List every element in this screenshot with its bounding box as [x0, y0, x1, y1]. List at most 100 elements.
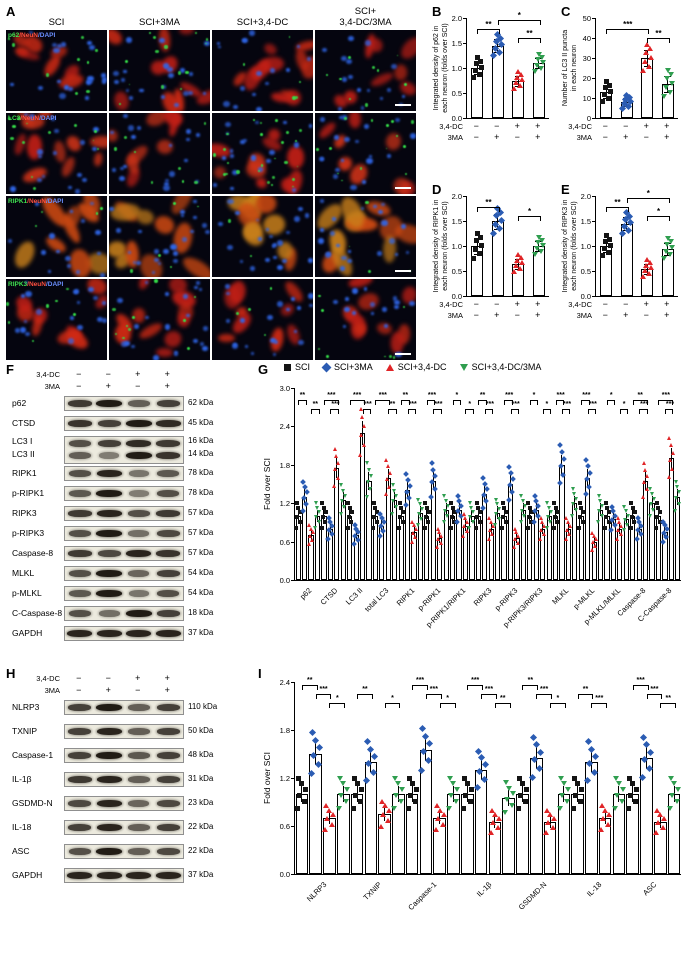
dapi-nucleus: [64, 255, 71, 262]
data-point: [488, 807, 495, 813]
data-point: [657, 811, 664, 817]
data-point: [358, 406, 363, 411]
data-point: [491, 811, 498, 817]
dapi-nucleus: [341, 76, 348, 82]
y-tick-label: 0.0: [279, 576, 290, 585]
data-point: [371, 752, 379, 760]
dapi-nucleus: [127, 250, 132, 255]
dapi-nucleus: [387, 88, 392, 92]
data-point: [296, 505, 301, 510]
significance-label: ***: [540, 686, 549, 693]
data-point: [552, 501, 557, 506]
data-point: [537, 65, 544, 71]
data-point: [646, 63, 653, 69]
significance-bracket: *: [329, 695, 346, 708]
y-tick-mark: [592, 118, 595, 119]
significance-bracket: ***: [484, 401, 494, 414]
x-category-label: IL-1β: [474, 880, 494, 899]
data-point: [557, 442, 564, 449]
image-channel-label: LC3/NeuN/DAPI: [8, 115, 56, 122]
data-point: [309, 729, 317, 737]
data-point: [572, 775, 578, 781]
treatment-sign: +: [105, 381, 111, 391]
dapi-nucleus: [173, 103, 179, 108]
marker-punctum: [371, 66, 375, 70]
significance-bracket: ***: [510, 401, 520, 414]
data-point: [570, 486, 575, 491]
dapi-nucleus: [183, 158, 188, 163]
y-tick-mark: [291, 682, 294, 683]
data-point: [306, 542, 311, 547]
marker-punctum: [160, 85, 164, 89]
marker-punctum: [410, 120, 415, 124]
y-tick-label: 1.0: [451, 242, 462, 251]
marker-punctum: [402, 144, 406, 148]
neuron-soma: [89, 135, 107, 148]
data-point: [487, 527, 492, 532]
data-point: [641, 494, 646, 499]
neuron-soma: [286, 145, 304, 169]
error-bar: [476, 62, 478, 74]
data-point: [514, 74, 521, 80]
dapi-nucleus: [372, 204, 377, 208]
data-point: [606, 520, 611, 525]
treatment-row-label: 3,4-DC: [568, 300, 592, 309]
molecular-weight-label: 78 kDa: [188, 468, 214, 477]
dapi-nucleus: [226, 319, 231, 323]
data-point: [461, 775, 467, 781]
dapi-nucleus: [167, 66, 173, 72]
error-bar: [497, 39, 499, 52]
significance-bracket: ***: [646, 686, 663, 699]
significance-bracket: *: [542, 401, 552, 414]
dapi-nucleus: [340, 159, 345, 163]
data-point: [606, 236, 612, 242]
data-point: [497, 507, 502, 512]
data-point: [651, 497, 656, 502]
data-point: [358, 453, 363, 458]
blot-band: [156, 400, 180, 407]
data-point: [596, 494, 601, 499]
data-point: [462, 792, 468, 798]
data-point: [604, 514, 609, 519]
data-point: [518, 72, 525, 78]
blot-band: [96, 570, 123, 577]
dapi-nucleus: [138, 229, 143, 234]
data-point: [411, 523, 416, 528]
data-point: [514, 530, 519, 535]
data-point: [529, 520, 534, 525]
data-point: [643, 49, 650, 55]
data-point: [615, 781, 622, 787]
treatment-sign: +: [535, 132, 541, 142]
marker-punctum: [21, 140, 25, 144]
data-point: [663, 75, 670, 81]
marker-punctum: [7, 321, 10, 324]
data-point: [368, 487, 372, 492]
dapi-nucleus: [337, 106, 343, 111]
data-point: [442, 508, 447, 513]
blot-lane-box: [64, 506, 184, 521]
dapi-nucleus: [307, 293, 313, 299]
data-point: [525, 525, 530, 530]
data-point: [473, 238, 479, 244]
significance-label: *: [455, 392, 459, 399]
data-point: [471, 510, 476, 515]
data-point: [513, 537, 518, 542]
data-point: [413, 527, 418, 532]
y-tick-label: 3.0: [279, 384, 290, 393]
data-point: [349, 510, 354, 515]
dapi-nucleus: [84, 96, 89, 100]
data-point: [597, 508, 602, 513]
data-point: [611, 806, 618, 812]
molecular-weight-label: 54 kDa: [188, 568, 214, 577]
data-point: [472, 246, 478, 252]
marker-punctum: [112, 308, 116, 312]
y-tick-mark: [592, 38, 595, 39]
y-tick-mark: [463, 271, 466, 272]
dapi-nucleus: [101, 80, 106, 84]
micrograph-cell: [212, 196, 313, 277]
treatment-sign: −: [514, 132, 520, 142]
dapi-nucleus: [360, 106, 365, 110]
dapi-nucleus: [293, 329, 297, 333]
treatment-sign: −: [76, 673, 82, 683]
data-point: [607, 510, 612, 515]
